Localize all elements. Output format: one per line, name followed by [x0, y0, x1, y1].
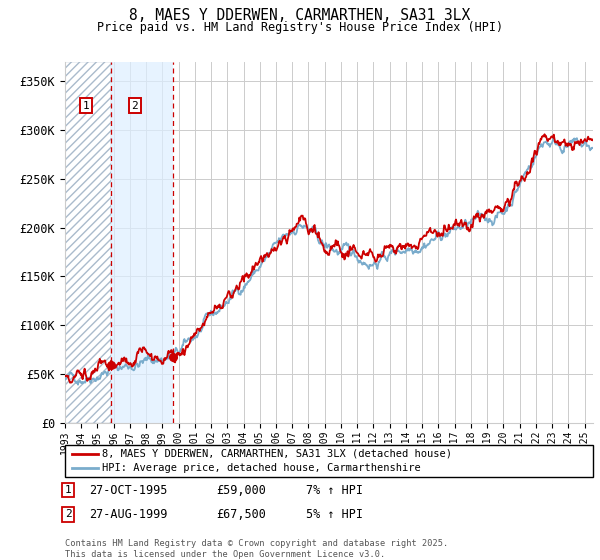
Text: Price paid vs. HM Land Registry's House Price Index (HPI): Price paid vs. HM Land Registry's House … [97, 21, 503, 34]
Bar [65, 62, 110, 423]
Text: 2: 2 [131, 101, 138, 110]
Text: £67,500: £67,500 [216, 507, 266, 521]
Text: £59,000: £59,000 [216, 483, 266, 497]
Text: 2: 2 [65, 509, 71, 519]
Text: 1: 1 [65, 485, 71, 495]
Text: 8, MAES Y DDERWEN, CARMARTHEN, SA31 3LX: 8, MAES Y DDERWEN, CARMARTHEN, SA31 3LX [130, 8, 470, 24]
Text: 27-AUG-1999: 27-AUG-1999 [89, 507, 167, 521]
Bar [110, 62, 173, 423]
Text: Contains HM Land Registry data © Crown copyright and database right 2025.
This d: Contains HM Land Registry data © Crown c… [65, 539, 448, 559]
Text: 27-OCT-1995: 27-OCT-1995 [89, 483, 167, 497]
Text: HPI: Average price, detached house, Carmarthenshire: HPI: Average price, detached house, Carm… [102, 463, 421, 473]
Text: 1: 1 [83, 101, 89, 110]
Text: 7% ↑ HPI: 7% ↑ HPI [306, 483, 363, 497]
Text: 5% ↑ HPI: 5% ↑ HPI [306, 507, 363, 521]
Text: 8, MAES Y DDERWEN, CARMARTHEN, SA31 3LX (detached house): 8, MAES Y DDERWEN, CARMARTHEN, SA31 3LX … [102, 449, 452, 459]
